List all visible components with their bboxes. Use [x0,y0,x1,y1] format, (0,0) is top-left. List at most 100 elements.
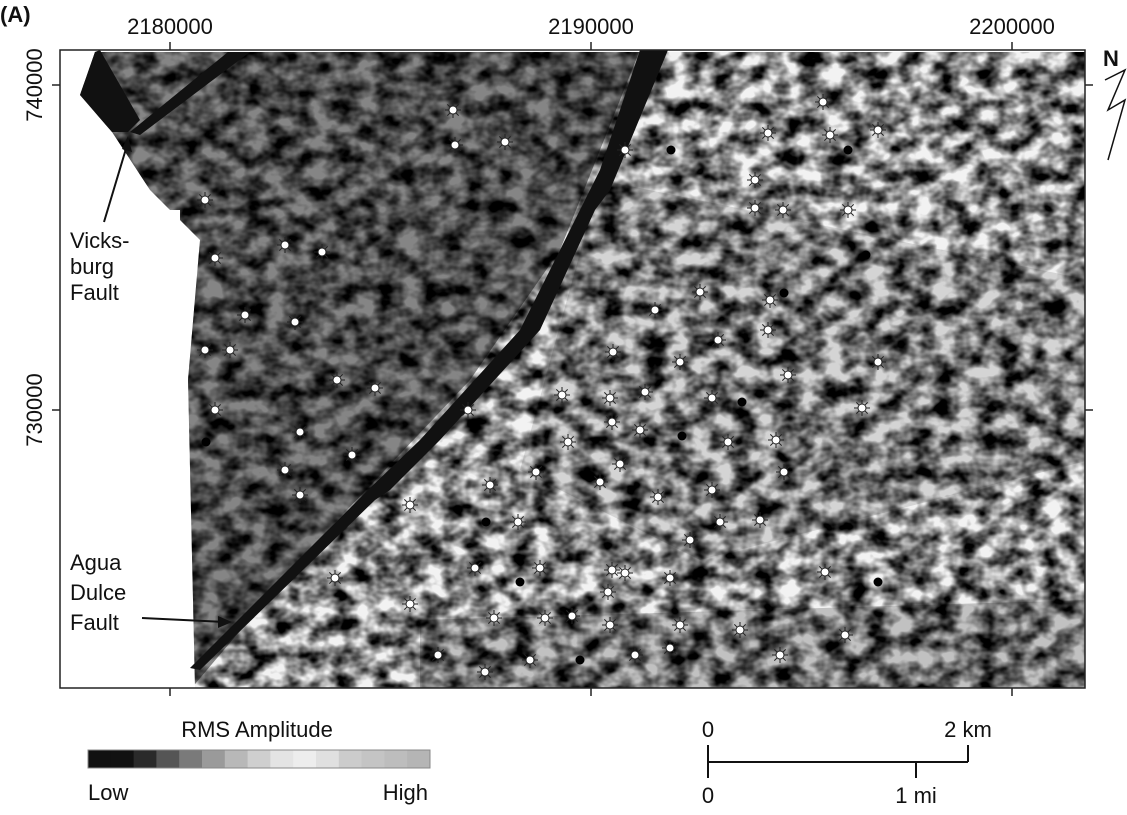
well-ray [627,152,632,157]
well-ray [823,128,828,133]
well-ray [278,238,283,243]
well-circle [607,417,617,427]
colorbar-swatch [110,750,135,768]
well-ray [748,173,753,178]
well-circle [603,587,613,597]
well-ray [278,472,283,477]
well-ray [302,425,307,430]
well-circle [433,650,443,660]
well-ray [682,627,687,632]
colorbar-swatch [247,750,271,768]
well-ray [790,377,795,382]
well-circle [210,405,220,415]
well-ray [606,354,611,359]
well-ray [647,385,652,390]
well-ray [770,323,775,328]
well-circle [567,611,577,621]
well-ray [762,513,767,518]
well-ray [769,433,774,438]
well-ray [293,488,298,493]
well-ray [377,381,382,386]
north-label: N [1103,46,1119,71]
well-symbol [554,387,570,403]
well-dot [873,577,883,587]
well-symbol [760,125,776,141]
well-ray [330,373,335,378]
well-symbol [497,134,513,150]
well-ray [593,475,598,480]
well-circle [840,630,850,640]
well-circle [818,97,828,107]
well-ray [748,210,753,215]
well-ray [412,498,417,503]
well-symbol [314,244,330,260]
well-circle [540,613,550,623]
well-symbol [747,200,763,216]
well-ray [593,484,598,489]
well-ray [627,566,632,571]
well-ray [880,132,885,137]
well-ray [714,483,719,488]
well-ray [498,135,503,140]
well-ray [633,423,638,428]
well-ray [730,444,735,449]
well-ray [781,368,786,373]
well-ray [773,657,778,662]
well-dot [843,145,853,155]
well-ray [622,466,627,471]
well-ray [627,575,632,580]
well-circle [620,145,630,155]
well-ray [682,618,687,623]
well-circle [280,465,290,475]
well-circle [405,500,415,510]
well-circle [225,345,235,355]
well-circle [825,130,835,140]
well-ray [538,465,543,470]
well-ray [772,293,777,298]
well-ray [733,632,738,637]
colorbar-swatch [316,750,340,768]
well-ray [217,403,222,408]
well-ray [672,571,677,576]
well-circle [608,347,618,357]
colorbar-swatch [156,750,180,768]
well-symbol [327,570,343,586]
well-symbol [772,647,788,663]
well-ray [448,138,453,143]
legend-title: RMS Amplitude [181,717,333,742]
well-ray [855,401,860,406]
well-ray [757,210,762,215]
well-ray [555,388,560,393]
well-ray [403,606,408,611]
well-ray [711,342,716,347]
well-ray [302,497,307,502]
well-ray [847,637,852,642]
annotation: Vicks- [70,228,130,253]
well-symbol [207,250,223,266]
well-ray [612,400,617,405]
well-ray [457,147,462,152]
well-symbol [402,596,418,612]
colorbar [87,749,431,769]
well-symbol [662,640,678,656]
well-ray [785,203,790,208]
well-ray [287,238,292,243]
well-symbol [604,414,620,430]
well-ray [855,410,860,415]
well-ray [753,522,758,527]
annotation: burg [70,254,114,279]
well-circle [295,427,305,437]
well-ray [615,354,620,359]
well-symbol [617,565,633,581]
well-ray [722,524,727,529]
well-ray [354,457,359,462]
well-ray [647,394,652,399]
well-ray [827,574,832,579]
well-ray [651,490,656,495]
well-ray [627,143,632,148]
well-ray [838,628,843,633]
well-circle [750,203,760,213]
well-symbol [647,302,663,318]
well-ray [663,641,668,646]
well-symbol [460,402,476,418]
